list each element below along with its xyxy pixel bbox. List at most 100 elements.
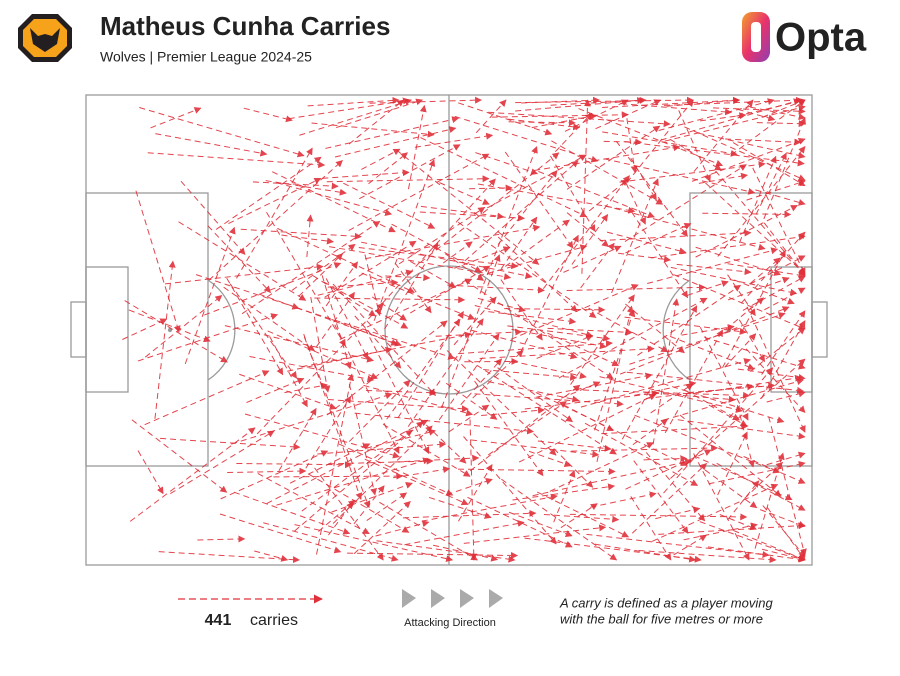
carry-arrow bbox=[754, 452, 785, 549]
carry-arrow bbox=[699, 521, 806, 562]
title: Matheus Cunha Carries bbox=[100, 11, 390, 41]
carry-arrow bbox=[588, 178, 629, 212]
carry-arrow bbox=[289, 443, 371, 484]
carry-arrow bbox=[433, 544, 499, 562]
carry-arrow bbox=[442, 241, 473, 264]
carry-arrow bbox=[563, 404, 614, 432]
carry-arrow bbox=[678, 110, 711, 182]
carry-arrow bbox=[532, 458, 693, 497]
carry-arrow bbox=[318, 499, 356, 532]
carry-arrow bbox=[763, 222, 806, 276]
carry-arrow bbox=[407, 104, 427, 190]
carry-arrow bbox=[308, 473, 410, 533]
carry-arrow bbox=[236, 461, 352, 469]
carry-arrow bbox=[359, 144, 461, 200]
carry-arrow bbox=[438, 333, 500, 421]
carry-arrow bbox=[733, 279, 795, 305]
carry-arrow bbox=[375, 520, 430, 537]
carry-arrow bbox=[629, 312, 786, 365]
carry-arrow bbox=[760, 509, 806, 528]
carry-arrow bbox=[471, 329, 578, 360]
carry-arrow bbox=[469, 184, 513, 192]
carry-arrow bbox=[204, 262, 342, 316]
carry-arrow bbox=[479, 345, 655, 359]
carry-arrow bbox=[464, 160, 579, 262]
carry-arrow bbox=[361, 148, 401, 170]
carry-arrow bbox=[278, 407, 317, 471]
carry-arrow bbox=[327, 399, 469, 413]
carry-arrow bbox=[326, 320, 448, 416]
carry-arrow bbox=[708, 460, 806, 485]
carry-arrow bbox=[323, 281, 409, 329]
carry-arrow bbox=[472, 349, 524, 399]
carry-arrow bbox=[531, 113, 597, 129]
carry-arrow bbox=[512, 483, 616, 501]
carry-arrow bbox=[384, 242, 439, 330]
carry-arrow bbox=[369, 96, 483, 104]
carry-arrow bbox=[606, 231, 687, 255]
carry-arrow bbox=[535, 391, 688, 466]
carry-arrow bbox=[578, 108, 724, 167]
carry-arrow bbox=[590, 491, 657, 508]
carry-arrow bbox=[269, 336, 308, 408]
carry-arrow bbox=[611, 178, 659, 294]
carry-arrow bbox=[564, 99, 629, 132]
carry-arrow bbox=[128, 309, 211, 343]
carry-arrow bbox=[619, 306, 790, 375]
carry-arrow bbox=[660, 98, 801, 141]
carry-arrow bbox=[528, 450, 572, 467]
carry-arrow bbox=[508, 118, 581, 131]
carry-arrow bbox=[257, 473, 370, 535]
carry-arrow bbox=[144, 295, 223, 358]
carry-arrow bbox=[363, 384, 474, 417]
carry-arrow bbox=[366, 428, 436, 449]
carry-arrow bbox=[364, 458, 469, 506]
carry-arrow bbox=[500, 279, 543, 341]
carry-arrow bbox=[717, 297, 765, 337]
carry-arrow bbox=[631, 211, 689, 299]
carry-arrow bbox=[252, 181, 339, 190]
carry-arrow bbox=[366, 492, 408, 521]
carry-arrow bbox=[276, 457, 430, 506]
carry-arrow bbox=[580, 242, 615, 289]
carry-arrow bbox=[339, 278, 473, 340]
carry-arrow bbox=[364, 328, 430, 455]
carry-arrow bbox=[137, 450, 164, 495]
carry-arrow bbox=[488, 381, 580, 403]
carry-arrow bbox=[543, 513, 620, 523]
carry-arrow bbox=[147, 152, 326, 169]
carry-arrow bbox=[536, 372, 653, 398]
carry-arrow bbox=[397, 311, 464, 418]
carry-arrow bbox=[566, 125, 661, 190]
carry-arrow bbox=[670, 266, 798, 296]
carry-arrow bbox=[742, 275, 806, 311]
carry-arrow bbox=[652, 298, 680, 445]
carry-arrow bbox=[736, 404, 755, 468]
carry-arrow bbox=[684, 126, 806, 181]
carry-arrow bbox=[730, 99, 806, 156]
carry-arrow bbox=[178, 221, 307, 301]
carry-arrow bbox=[655, 506, 701, 520]
carry-arrow bbox=[215, 156, 322, 230]
carry-arrow bbox=[673, 534, 707, 556]
carry-arrow bbox=[354, 412, 535, 435]
carry-arrow bbox=[663, 367, 774, 494]
carry-arrow bbox=[241, 220, 381, 315]
carry-arrow bbox=[353, 501, 411, 555]
carry-arrow bbox=[385, 274, 431, 282]
carry-arrow bbox=[704, 469, 758, 509]
carry-arrow bbox=[419, 211, 525, 222]
carry-arrow bbox=[303, 333, 363, 500]
carry-arrow bbox=[550, 155, 596, 232]
carry-arrow bbox=[325, 261, 358, 307]
carry-arrow bbox=[549, 442, 654, 492]
carry-arrow bbox=[294, 524, 454, 563]
carry-arrow bbox=[717, 431, 748, 496]
carry-arrow bbox=[619, 161, 766, 183]
carry-arrow bbox=[685, 390, 740, 421]
carry-arrow bbox=[307, 96, 400, 107]
carry-arrow bbox=[481, 406, 545, 416]
carry-arrow bbox=[470, 439, 600, 458]
carry-arrow bbox=[404, 520, 525, 546]
carry-arrow bbox=[158, 551, 301, 564]
